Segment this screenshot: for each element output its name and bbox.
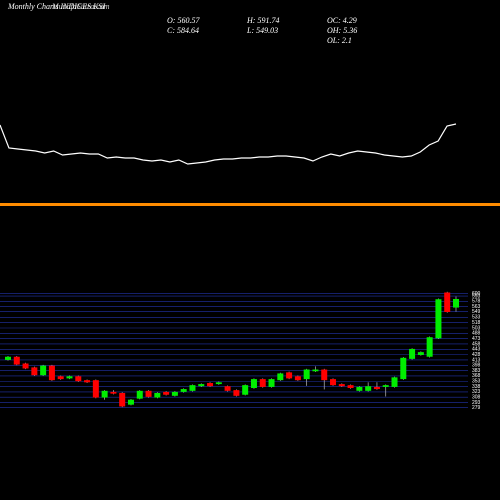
candle-body — [136, 390, 143, 399]
y-tick-label: 549 — [472, 309, 481, 315]
candle-body — [242, 385, 249, 395]
candle-body — [224, 386, 231, 391]
stat: C: 584.64 — [167, 26, 199, 35]
candle-body — [312, 369, 319, 372]
candle-body — [338, 384, 345, 387]
candle-body — [347, 385, 354, 388]
y-tick-label: 428 — [472, 352, 481, 358]
y-tick-label: 473 — [472, 336, 481, 342]
candle-body — [373, 386, 380, 390]
candle-body — [453, 299, 459, 308]
y-tick-label: 518 — [472, 320, 481, 326]
candle-body — [435, 299, 442, 339]
stat: OL: 2.1 — [327, 36, 352, 45]
candle-body — [417, 352, 424, 355]
candle-body — [119, 392, 126, 407]
y-tick-label: 578 — [472, 299, 481, 305]
candle-body — [268, 379, 275, 387]
candle-body — [330, 379, 337, 386]
y-tick-label: 293 — [472, 400, 481, 406]
y-tick-label: 383 — [472, 368, 481, 374]
watermark: MunafaSutra.com — [51, 2, 110, 11]
y-tick-label: 503 — [472, 325, 481, 331]
stat: O: 560.57 — [167, 16, 200, 25]
y-tick-label: 279 — [472, 405, 481, 411]
candle-body — [426, 337, 433, 357]
candle-body — [198, 384, 205, 387]
divider — [0, 203, 500, 206]
candle-body — [84, 380, 91, 383]
candle-body — [294, 376, 301, 381]
candle-body — [57, 376, 64, 380]
stat: L: 549.03 — [246, 26, 278, 35]
candle-body — [391, 377, 398, 387]
y-tick-label: 308 — [472, 395, 481, 401]
y-tick-label: 398 — [472, 363, 481, 369]
candle-body — [321, 369, 328, 381]
candle-body — [356, 386, 363, 391]
indicator-line — [0, 123, 457, 165]
candle-body — [409, 348, 416, 359]
y-tick-label: 533 — [472, 315, 481, 321]
y-tick-label: 368 — [472, 373, 481, 379]
candle-body — [286, 372, 293, 379]
y-tick-label: 593 — [472, 293, 481, 299]
candle-body — [75, 376, 82, 382]
stat: H: 591.74 — [246, 16, 279, 25]
candle-body — [365, 386, 372, 391]
y-tick-label: 563 — [472, 304, 481, 310]
stat: OC: 4.29 — [327, 16, 357, 25]
candle-body — [13, 356, 20, 365]
candle-body — [233, 390, 240, 396]
candle-body — [31, 367, 38, 376]
candle-body — [163, 391, 170, 395]
candle-body — [180, 389, 187, 392]
candle-body — [110, 391, 117, 394]
candle-body — [145, 390, 152, 397]
stat: OH: 5.36 — [327, 26, 357, 35]
candle-body — [5, 356, 11, 360]
candle-body — [171, 391, 178, 396]
chart-title: Monthly Charts INDICES KSI — [7, 2, 105, 11]
y-tick-label: 600 — [472, 291, 481, 297]
candle-body — [250, 379, 257, 388]
y-tick-label: 353 — [472, 379, 481, 385]
candle-body — [22, 363, 29, 369]
candle-body — [40, 365, 47, 376]
candle-body — [207, 383, 214, 387]
candle-body — [92, 380, 99, 398]
candle-body — [48, 365, 55, 381]
candle-body — [215, 382, 222, 385]
candle-body — [189, 385, 196, 391]
y-tick-label: 458 — [472, 341, 481, 347]
y-tick-label: 413 — [472, 357, 481, 363]
y-tick-label: 338 — [472, 384, 481, 390]
candle-body — [66, 376, 73, 379]
candle-body — [277, 373, 284, 381]
candle-body — [101, 390, 108, 398]
candle-body — [259, 379, 266, 387]
candle-body — [400, 357, 407, 380]
candle-body — [444, 292, 451, 313]
y-tick-label: 323 — [472, 389, 481, 395]
candle-body — [127, 399, 134, 405]
candle-body — [303, 369, 310, 380]
candle-body — [154, 392, 161, 398]
candle-body — [382, 385, 389, 387]
y-tick-label: 488 — [472, 331, 481, 337]
y-tick-label: 443 — [472, 347, 481, 353]
